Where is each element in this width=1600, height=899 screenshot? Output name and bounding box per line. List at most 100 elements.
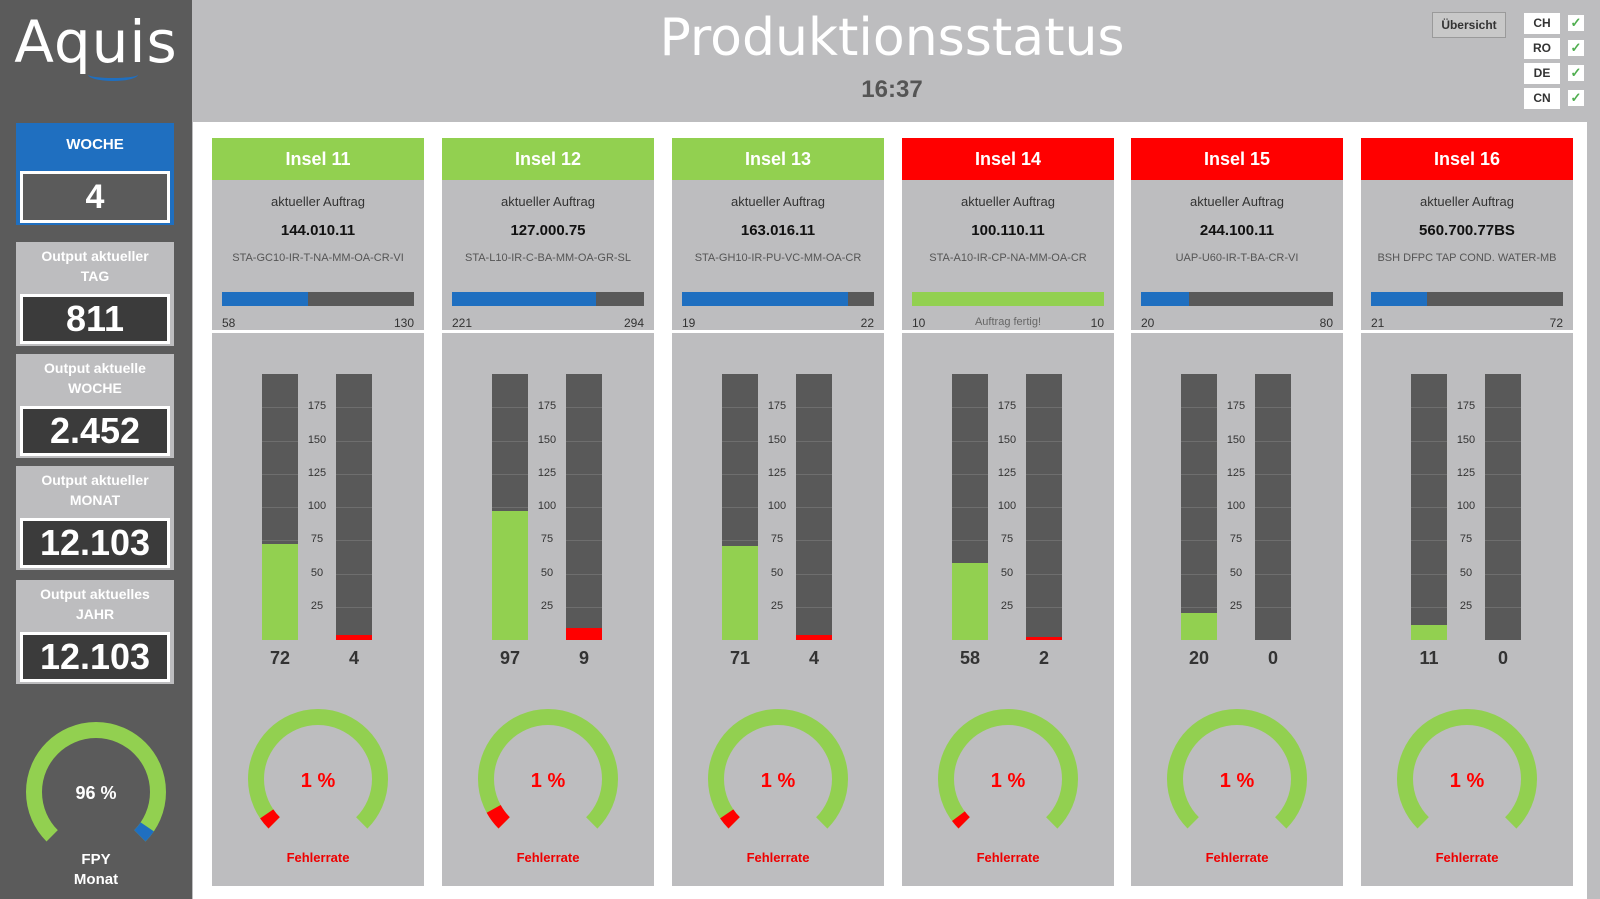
tick-label: 50: [310, 566, 324, 579]
island-card[interactable]: Insel 14 aktueller Auftrag 100.110.11 STA-A…: [902, 138, 1114, 886]
output-day-value: 811: [20, 294, 170, 344]
fpy-gauge: 96 %: [25, 722, 166, 862]
country-filter-ro[interactable]: RO: [1524, 38, 1560, 59]
gauge-error-arc: [708, 709, 848, 849]
country-filter-cn[interactable]: CN: [1524, 88, 1560, 109]
error-rate-label: Fehlerrate: [746, 850, 810, 865]
progress-total: 22: [860, 316, 874, 330]
checkmark-icon[interactable]: ✓: [1568, 40, 1584, 56]
island-card[interactable]: Insel 16 aktueller Auftrag 560.700.77BS BSH…: [1361, 138, 1573, 886]
tick-label: 125: [997, 466, 1017, 479]
gridline: [1255, 573, 1291, 575]
gridline: [1411, 606, 1447, 608]
error-rate-label: Fehlerrate: [516, 850, 580, 865]
order-number: 144.010.11: [280, 222, 356, 239]
gridline: [336, 507, 372, 508]
progress-done: 10: [912, 316, 926, 330]
error-rate-gauge: 1 %: [1167, 709, 1307, 849]
output-year-value: 12.103: [20, 632, 170, 682]
ok-count-fill: [952, 562, 988, 640]
error-count-fill: [336, 634, 372, 640]
order-number: 127.000.75: [510, 222, 586, 239]
gridline: [1255, 407, 1291, 409]
tick-label: 150: [307, 433, 327, 446]
island-title[interactable]: Insel 14: [902, 138, 1114, 180]
gridline: [1181, 473, 1217, 475]
order-number: 163.016.11: [740, 222, 816, 239]
country-filter-de[interactable]: DE: [1524, 63, 1560, 84]
island-title[interactable]: Insel 12: [442, 138, 654, 180]
progress-done: 58: [222, 316, 236, 330]
error-rate-gauge: 1 %: [708, 709, 848, 849]
island-card[interactable]: Insel 13 aktueller Auftrag 163.016.11 STA-G…: [672, 138, 884, 886]
ok-count-bar: [492, 374, 528, 640]
error-count-value: 9: [578, 648, 589, 668]
overview-button[interactable]: Übersicht: [1432, 12, 1506, 38]
gridline: [952, 507, 988, 508]
tick-label: 175: [1456, 400, 1476, 413]
week-box: WOCHE 4: [16, 123, 174, 225]
progress-total: 10: [1090, 316, 1104, 330]
fpy-label-month: Monat: [73, 871, 119, 888]
tick-label: 25: [1229, 599, 1243, 612]
error-count-bar: [566, 374, 602, 640]
order-label: aktueller Auftrag: [731, 194, 825, 209]
ok-count-bar: [1181, 374, 1217, 640]
ok-count-fill: [1411, 625, 1447, 640]
island-title[interactable]: Insel 13: [672, 138, 884, 180]
tick-label: 150: [1456, 433, 1476, 446]
tick-label: 50: [540, 566, 554, 579]
error-rate-label: Fehlerrate: [286, 850, 350, 865]
tick-label: 75: [1229, 533, 1243, 546]
gridline: [336, 573, 372, 575]
checkmark-icon[interactable]: ✓: [1568, 15, 1584, 31]
gridline: [336, 606, 372, 608]
gridline: [566, 473, 602, 475]
fpy-gauge-defect-arc: [134, 822, 154, 842]
gridline: [336, 440, 372, 442]
stat-label-line2: TAG: [80, 268, 110, 284]
error-rate-gauge: 1 %: [478, 709, 618, 849]
week-value: 4: [20, 171, 170, 223]
error-count-fill: [796, 634, 832, 640]
island-title[interactable]: Insel 11: [212, 138, 424, 180]
gridline: [952, 440, 988, 442]
ok-count-value: 58: [959, 648, 981, 668]
island-title[interactable]: Insel 15: [1131, 138, 1343, 180]
checkmark-icon[interactable]: ✓: [1568, 90, 1584, 106]
gridline: [492, 440, 528, 442]
gridline: [262, 440, 298, 442]
ok-count-bar: [1411, 374, 1447, 640]
country-filter-ch[interactable]: CH: [1524, 13, 1560, 34]
gridline: [1026, 440, 1062, 442]
island-title[interactable]: Insel 16: [1361, 138, 1573, 180]
progress-total: 294: [623, 316, 644, 330]
tick-label: 25: [310, 599, 324, 612]
gridline: [796, 573, 832, 575]
ok-count-value: 11: [1419, 648, 1439, 668]
island-card[interactable]: Insel 11 aktueller Auftrag 144.010.11 STA-G…: [212, 138, 424, 886]
gridline: [952, 540, 988, 542]
checkmark-icon[interactable]: ✓: [1568, 65, 1584, 81]
tick-label: 75: [1000, 533, 1014, 546]
gridline: [1026, 573, 1062, 575]
error-rate-label: Fehlerrate: [1205, 850, 1269, 865]
tick-label: 150: [767, 433, 787, 446]
gridline: [1485, 473, 1521, 475]
ok-count-value: 20: [1188, 648, 1210, 668]
ok-count-value: 71: [729, 648, 751, 668]
output-week-value: 2.452: [20, 406, 170, 456]
island-card[interactable]: Insel 15 aktueller Auftrag 244.100.11 UAP-U…: [1131, 138, 1343, 886]
gridline: [1255, 606, 1291, 608]
error-rate-value: 1 %: [761, 770, 796, 792]
gridline: [1411, 573, 1447, 575]
aquis-logo: Aquis: [14, 8, 178, 76]
order-label: aktueller Auftrag: [961, 194, 1055, 209]
stat-label-line2: MONAT: [69, 492, 121, 508]
stat-label-line1: Output aktueller: [41, 472, 149, 488]
ok-count-fill: [722, 545, 758, 640]
gridline: [336, 540, 372, 542]
tick-label: 50: [1229, 566, 1243, 579]
tick-label: 25: [540, 599, 554, 612]
island-card[interactable]: Insel 12 aktueller Auftrag 127.000.75 STA-L…: [442, 138, 654, 886]
